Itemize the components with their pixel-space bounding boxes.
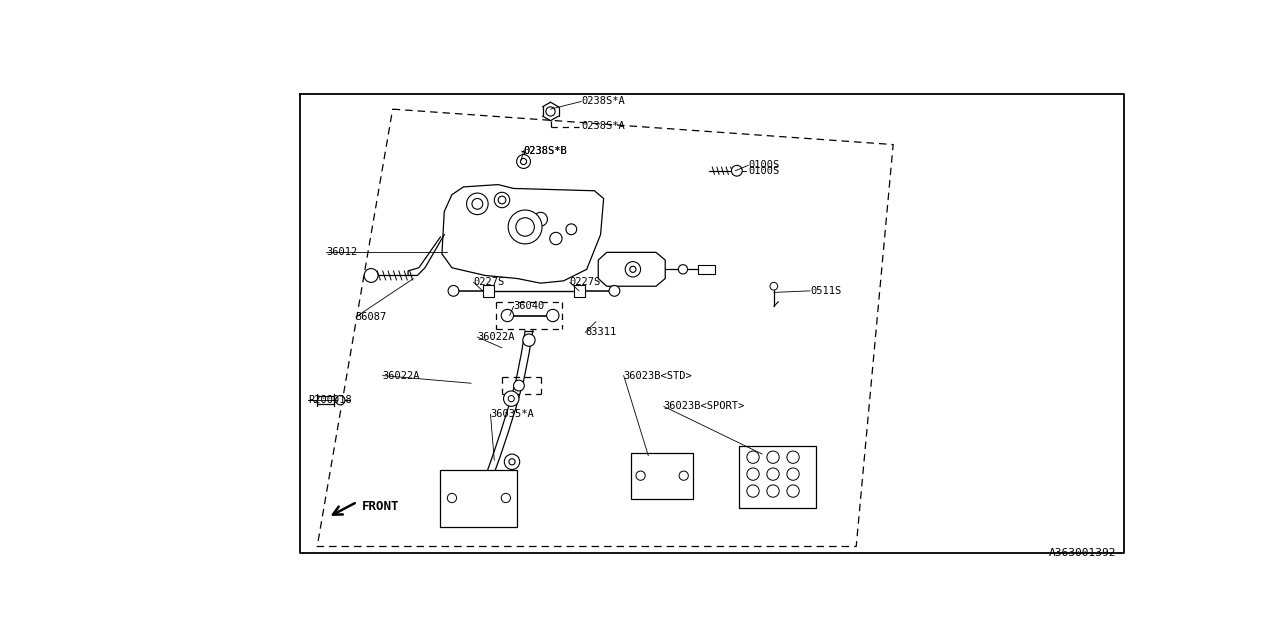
Circle shape bbox=[787, 451, 799, 463]
Text: 0238S*A: 0238S*A bbox=[581, 97, 625, 106]
Circle shape bbox=[534, 212, 548, 226]
Circle shape bbox=[502, 309, 513, 322]
Bar bbox=[699, 265, 716, 274]
Circle shape bbox=[731, 165, 742, 176]
Text: 0238S*B: 0238S*B bbox=[524, 146, 567, 156]
Text: 0238S*A: 0238S*A bbox=[581, 121, 625, 131]
Text: 36022A: 36022A bbox=[477, 332, 515, 342]
Circle shape bbox=[678, 265, 687, 274]
Circle shape bbox=[513, 380, 525, 391]
Circle shape bbox=[545, 107, 556, 116]
Bar bbox=[739, 447, 817, 508]
Circle shape bbox=[509, 459, 515, 465]
Circle shape bbox=[508, 210, 541, 244]
Circle shape bbox=[549, 232, 562, 244]
Circle shape bbox=[517, 155, 530, 168]
Text: 36035*A: 36035*A bbox=[490, 409, 534, 419]
Circle shape bbox=[767, 468, 780, 480]
Text: 0238S*B: 0238S*B bbox=[524, 146, 567, 156]
Text: 0100S: 0100S bbox=[749, 166, 780, 176]
Circle shape bbox=[767, 485, 780, 497]
Circle shape bbox=[547, 309, 559, 322]
Circle shape bbox=[498, 196, 506, 204]
Text: 36022A: 36022A bbox=[383, 371, 420, 381]
Circle shape bbox=[516, 218, 534, 236]
Text: 0227S: 0227S bbox=[570, 277, 602, 287]
Text: 36023B<SPORT>: 36023B<SPORT> bbox=[664, 401, 745, 412]
Text: 0227S: 0227S bbox=[474, 277, 504, 287]
Circle shape bbox=[630, 266, 636, 273]
Bar bbox=[483, 285, 494, 297]
Circle shape bbox=[335, 396, 344, 405]
Circle shape bbox=[472, 198, 483, 209]
Circle shape bbox=[502, 493, 511, 502]
Text: 36023B<STD>: 36023B<STD> bbox=[623, 371, 692, 381]
Circle shape bbox=[767, 451, 780, 463]
Text: R200018: R200018 bbox=[308, 395, 352, 405]
Text: 36040: 36040 bbox=[513, 301, 545, 311]
Circle shape bbox=[504, 454, 520, 470]
Circle shape bbox=[609, 285, 620, 296]
Bar bbox=[440, 470, 517, 527]
Text: 83311: 83311 bbox=[585, 328, 617, 337]
Circle shape bbox=[625, 262, 640, 277]
Circle shape bbox=[448, 285, 460, 296]
Bar bbox=[631, 452, 692, 499]
Circle shape bbox=[636, 471, 645, 480]
Polygon shape bbox=[442, 184, 604, 283]
Circle shape bbox=[503, 391, 518, 406]
Bar bbox=[575, 285, 585, 297]
Polygon shape bbox=[598, 252, 666, 286]
Circle shape bbox=[746, 451, 759, 463]
Circle shape bbox=[365, 269, 378, 282]
Circle shape bbox=[680, 471, 689, 480]
Text: FRONT: FRONT bbox=[362, 500, 399, 513]
Circle shape bbox=[508, 396, 515, 402]
Circle shape bbox=[746, 485, 759, 497]
Circle shape bbox=[787, 485, 799, 497]
Circle shape bbox=[467, 193, 488, 214]
Circle shape bbox=[522, 334, 535, 346]
Text: A363001392: A363001392 bbox=[1050, 548, 1116, 558]
Circle shape bbox=[494, 192, 509, 208]
Text: 36087: 36087 bbox=[356, 312, 387, 322]
Circle shape bbox=[787, 468, 799, 480]
Circle shape bbox=[566, 224, 577, 235]
Circle shape bbox=[771, 282, 778, 290]
Text: 0511S: 0511S bbox=[810, 286, 841, 296]
Text: 36012: 36012 bbox=[326, 247, 357, 257]
Circle shape bbox=[447, 493, 457, 502]
Circle shape bbox=[746, 468, 759, 480]
Circle shape bbox=[521, 159, 526, 164]
Text: 0100S: 0100S bbox=[749, 161, 780, 170]
